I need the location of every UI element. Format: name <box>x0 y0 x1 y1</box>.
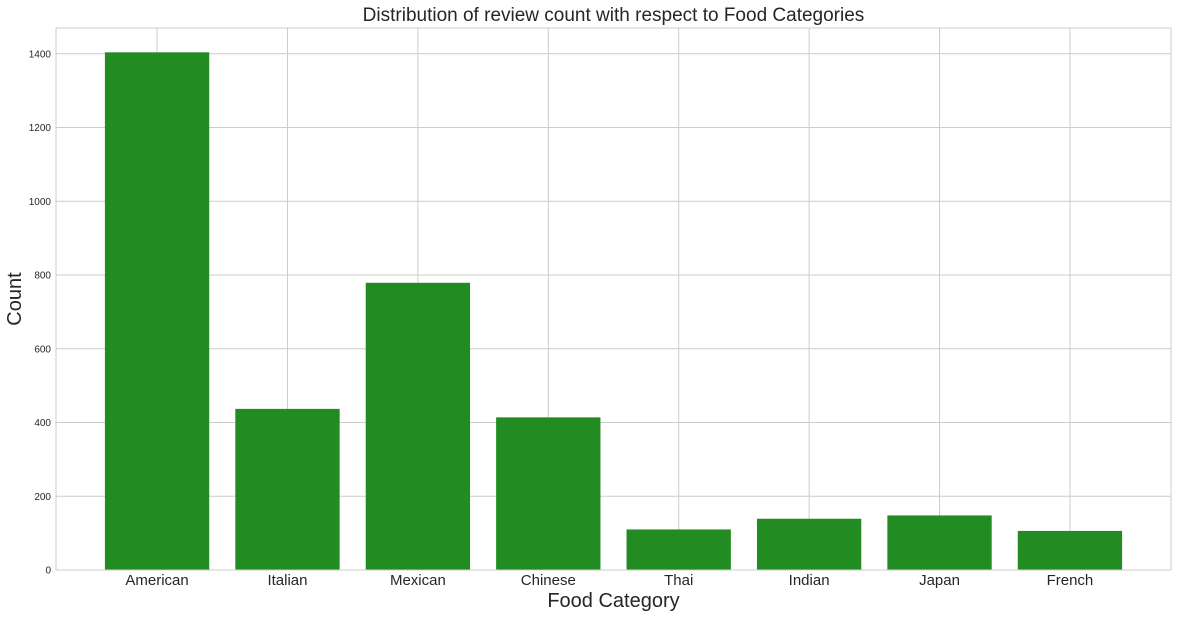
bar-american <box>104 52 210 570</box>
x-tick-label: French <box>1047 572 1094 589</box>
bar-mexican <box>365 282 471 570</box>
x-tick-labels: American Italian Mexican Chinese Thai Indian J… <box>125 572 1093 589</box>
y-tick-label: 1000 <box>29 197 52 208</box>
bar-thai <box>626 529 731 570</box>
x-tick-label: Mexican <box>390 572 446 589</box>
y-tick-label: 200 <box>34 492 51 503</box>
bar-chinese <box>496 417 601 570</box>
y-axis-label: Count <box>4 272 26 326</box>
x-tick-label: Italian <box>267 572 307 589</box>
bar-indian <box>756 518 862 570</box>
y-tick-labels: 0 200 400 600 800 1000 1200 1400 <box>29 49 52 576</box>
bars <box>104 52 1123 570</box>
y-tick-label: 1400 <box>29 49 52 60</box>
x-axis-label: Food Category <box>547 590 679 612</box>
bar-japan <box>887 515 992 570</box>
x-tick-label: Chinese <box>521 572 576 589</box>
y-tick-label: 0 <box>45 566 51 577</box>
y-tick-label: 800 <box>34 271 51 282</box>
axes-frame <box>55 27 1172 571</box>
grid <box>56 28 1171 571</box>
x-tick-label: Indian <box>789 572 830 589</box>
chart-title: Distribution of review count with respec… <box>363 5 865 26</box>
x-tick-label: Thai <box>664 572 693 589</box>
x-tick-label: American <box>125 572 188 589</box>
bar-french <box>1017 530 1123 570</box>
y-tick-label: 1200 <box>29 123 52 134</box>
bar-italian <box>235 408 340 570</box>
y-tick-label: 400 <box>34 418 51 429</box>
x-tick-label: Japan <box>919 572 960 589</box>
y-tick-label: 600 <box>34 344 51 355</box>
